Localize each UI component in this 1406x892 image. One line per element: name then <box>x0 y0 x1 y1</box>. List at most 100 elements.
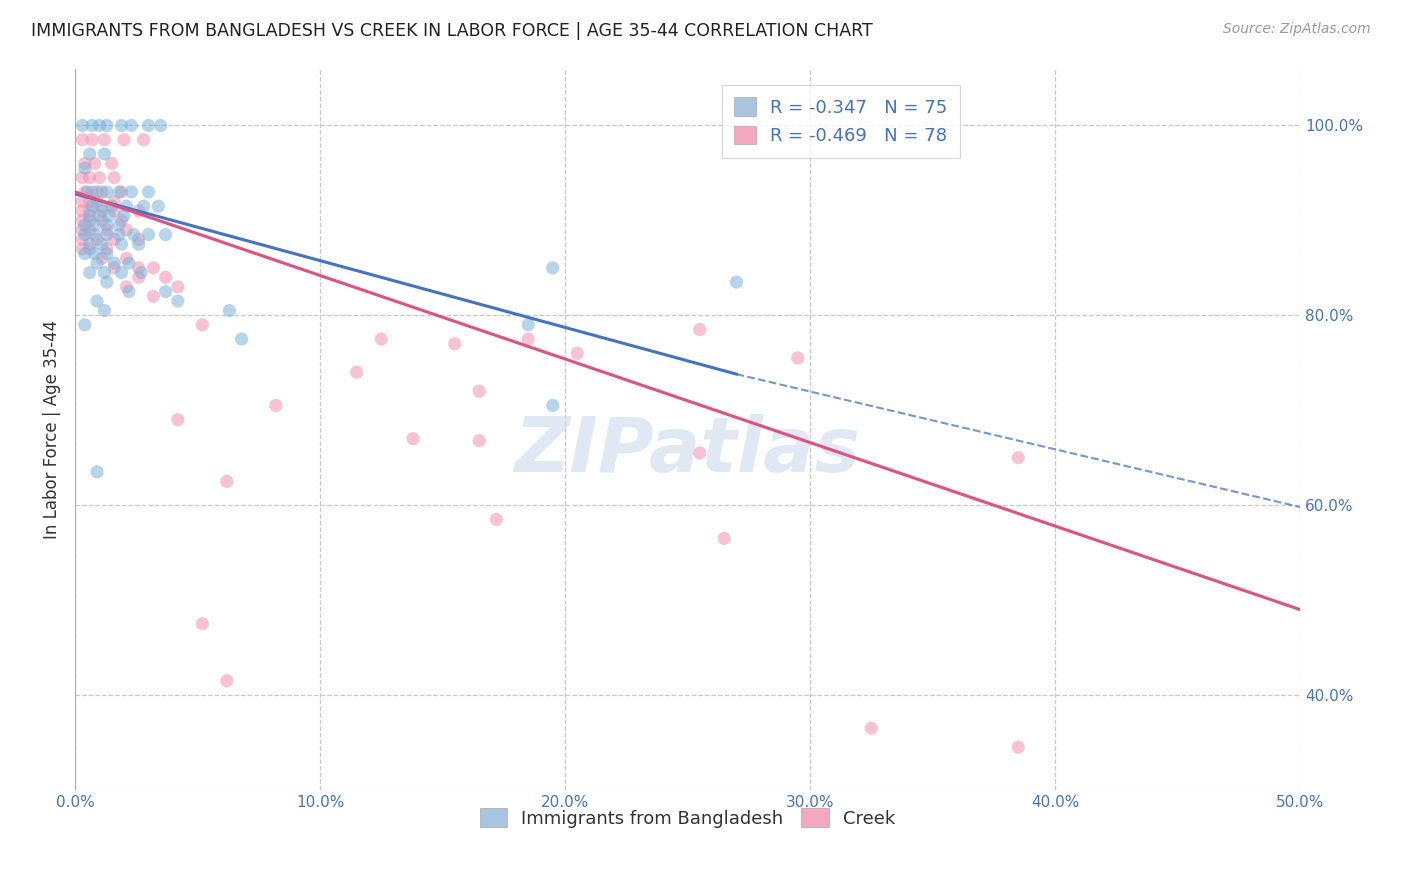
Point <box>83 156 105 170</box>
Point <box>215 673 238 688</box>
Point <box>155 285 177 299</box>
Point <box>93 303 115 318</box>
Point <box>96 275 118 289</box>
Point <box>82 119 104 133</box>
Text: ZIPatlas: ZIPatlas <box>515 414 860 488</box>
Point <box>118 285 141 299</box>
Point <box>79 194 101 209</box>
Point <box>73 246 96 260</box>
Point <box>103 232 125 246</box>
Point <box>370 332 392 346</box>
Point <box>231 332 253 346</box>
Point <box>91 252 114 266</box>
Point <box>100 156 122 170</box>
Point <box>108 218 131 232</box>
Point <box>73 218 96 232</box>
Point <box>79 203 101 218</box>
Point <box>86 194 108 209</box>
Point <box>91 203 114 218</box>
Point <box>103 260 125 275</box>
Point <box>541 399 564 413</box>
Point <box>79 237 101 252</box>
Point <box>155 270 177 285</box>
Y-axis label: In Labor Force | Age 35-44: In Labor Force | Age 35-44 <box>44 319 60 539</box>
Point <box>73 227 96 242</box>
Point <box>713 532 735 546</box>
Point <box>115 223 138 237</box>
Point <box>89 170 111 185</box>
Point <box>103 256 125 270</box>
Point <box>118 256 141 270</box>
Point <box>110 213 132 227</box>
Point <box>155 227 177 242</box>
Point <box>110 185 132 199</box>
Point <box>402 432 425 446</box>
Point <box>96 185 118 199</box>
Point <box>91 213 114 227</box>
Point <box>138 185 160 199</box>
Point <box>128 260 150 275</box>
Point <box>100 199 122 213</box>
Point <box>517 318 540 332</box>
Point <box>132 199 155 213</box>
Point <box>128 203 150 218</box>
Point <box>129 266 152 280</box>
Point <box>108 185 131 199</box>
Point <box>112 133 135 147</box>
Point <box>443 336 465 351</box>
Point <box>76 185 98 199</box>
Point <box>128 232 150 246</box>
Text: Source: ZipAtlas.com: Source: ZipAtlas.com <box>1223 22 1371 37</box>
Point <box>103 170 125 185</box>
Point <box>83 218 105 232</box>
Point <box>115 199 138 213</box>
Point <box>96 119 118 133</box>
Point <box>72 119 94 133</box>
Point <box>468 434 491 448</box>
Point <box>110 266 132 280</box>
Point <box>167 280 190 294</box>
Point <box>103 203 125 218</box>
Point <box>86 294 108 309</box>
Point <box>73 156 96 170</box>
Point <box>96 227 118 242</box>
Point <box>72 232 94 246</box>
Point <box>86 465 108 479</box>
Point <box>112 209 135 223</box>
Point <box>148 199 170 213</box>
Point <box>82 185 104 199</box>
Point <box>72 194 94 209</box>
Point <box>93 133 115 147</box>
Point <box>115 252 138 266</box>
Point <box>73 161 96 176</box>
Point <box>83 246 105 260</box>
Point <box>122 227 145 242</box>
Point <box>142 289 165 303</box>
Point <box>191 318 214 332</box>
Point <box>149 119 172 133</box>
Point <box>264 399 287 413</box>
Point <box>167 413 190 427</box>
Point <box>167 294 190 309</box>
Point <box>86 232 108 246</box>
Point <box>73 318 96 332</box>
Point <box>91 185 114 199</box>
Point <box>689 446 711 460</box>
Point <box>72 213 94 227</box>
Point <box>120 185 142 199</box>
Point <box>725 275 748 289</box>
Point <box>83 227 105 242</box>
Point <box>72 242 94 256</box>
Point <box>72 203 94 218</box>
Point <box>82 199 104 213</box>
Point <box>115 280 138 294</box>
Point <box>485 512 508 526</box>
Point <box>218 303 240 318</box>
Point <box>689 322 711 336</box>
Point <box>79 147 101 161</box>
Text: IMMIGRANTS FROM BANGLADESH VS CREEK IN LABOR FORCE | AGE 35-44 CORRELATION CHART: IMMIGRANTS FROM BANGLADESH VS CREEK IN L… <box>31 22 873 40</box>
Point <box>468 384 491 399</box>
Point <box>96 246 118 260</box>
Point <box>128 270 150 285</box>
Point <box>98 209 121 223</box>
